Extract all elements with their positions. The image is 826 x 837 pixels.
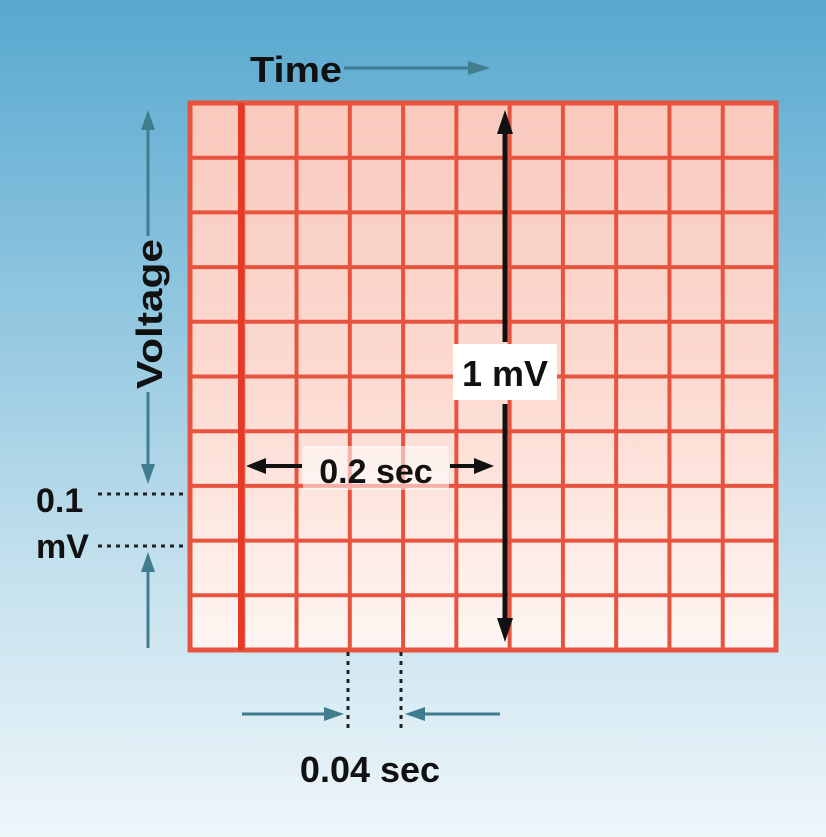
- small-box-voltage-guides: [98, 492, 186, 548]
- mv-unit-label: mV: [36, 528, 89, 566]
- small-box-time-left-arrow: [242, 707, 344, 721]
- point-two-sec-label-bg: [303, 446, 449, 490]
- small-box-time-right-arrow: [405, 707, 500, 721]
- point-one-label: 0.1: [36, 482, 83, 520]
- point-two-sec-label: 0.2 sec: [319, 453, 432, 491]
- ecg-grid: [187, 100, 779, 653]
- one-mv-label: 1 mV: [462, 353, 548, 394]
- time-arrow: [344, 61, 490, 75]
- time-label: Time: [250, 49, 342, 90]
- voltage-up-arrow: [141, 110, 155, 236]
- grid-border: [187, 100, 779, 653]
- point-zero-four-sec-label: 0.04 sec: [300, 749, 440, 790]
- voltage-lower-up-arrow: [141, 552, 155, 648]
- one-mv-arrow: [497, 110, 513, 642]
- voltage-label: Voltage: [129, 239, 170, 389]
- point-two-sec-arrow: [246, 458, 494, 474]
- small-box-time-guides: [346, 652, 403, 728]
- voltage-down-arrow: [141, 392, 155, 484]
- one-mv-label-bg: [453, 344, 557, 400]
